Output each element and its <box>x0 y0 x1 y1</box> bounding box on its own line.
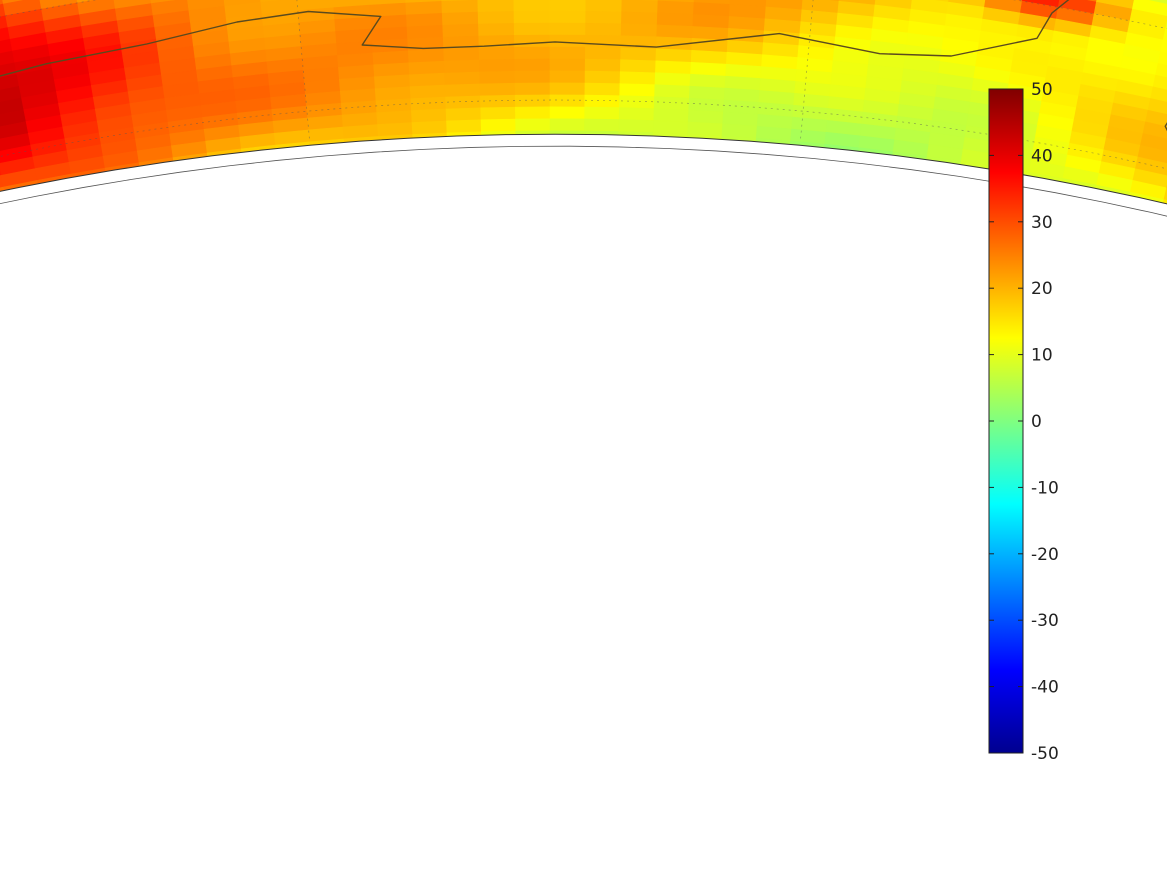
colorbar-label: 0 <box>1031 412 1042 432</box>
graticule <box>0 0 1167 376</box>
colorbar-label: -50 <box>1031 744 1059 764</box>
colorbar-label: -30 <box>1031 611 1059 631</box>
colorbar-label: 30 <box>1031 213 1053 233</box>
colorbar-label: 50 <box>1031 80 1053 100</box>
colorbar-ticks: 50 40 30 20 10 0 -10 -20 -30 -40 -50 <box>989 80 1059 764</box>
colorbar: 50 40 30 20 10 0 -10 -20 -30 -40 -50 <box>988 80 1059 764</box>
colorbar-label: 20 <box>1031 279 1053 299</box>
map-frame <box>0 133 1167 217</box>
colorbar-label: 40 <box>1031 146 1053 166</box>
colorbar-label: -40 <box>1031 678 1059 698</box>
colorbar-label: -10 <box>1031 478 1059 498</box>
colorbar-bar <box>988 88 1024 754</box>
coastline <box>0 0 1167 248</box>
colorbar-label: 10 <box>1031 346 1053 366</box>
colorbar-label: -20 <box>1031 545 1059 565</box>
